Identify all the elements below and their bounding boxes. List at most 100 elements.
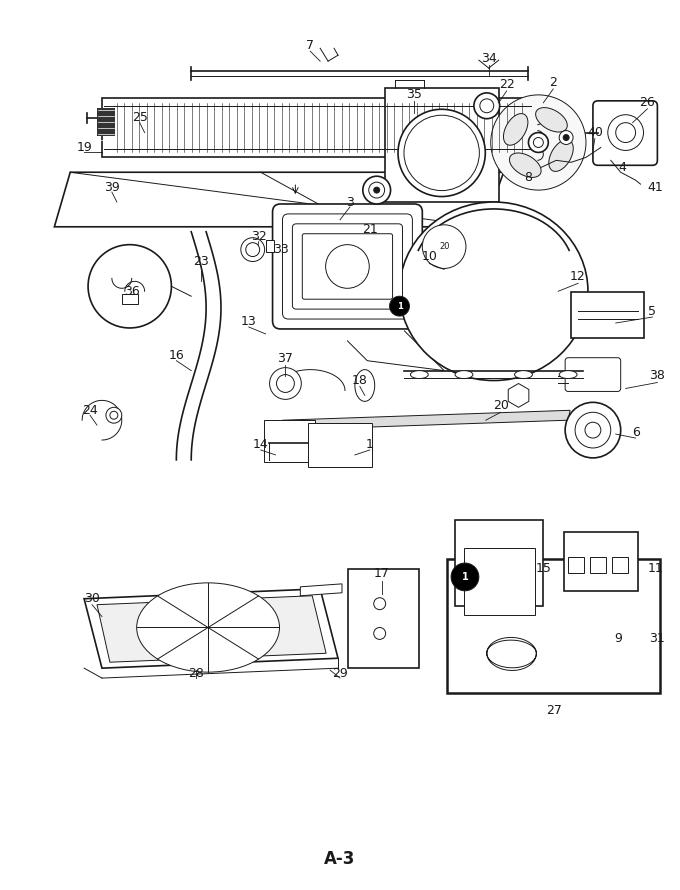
Text: 18: 18 (352, 374, 368, 387)
Ellipse shape (509, 153, 541, 177)
FancyBboxPatch shape (282, 214, 412, 319)
Circle shape (326, 245, 369, 288)
Text: 1: 1 (366, 439, 374, 451)
Circle shape (245, 243, 260, 256)
Bar (102, 98, 533, 158)
Bar (590, 557, 606, 573)
Text: 20: 20 (439, 242, 449, 251)
Text: 39: 39 (104, 181, 120, 194)
Circle shape (277, 375, 294, 392)
Text: 40: 40 (587, 126, 603, 139)
Text: 5: 5 (649, 304, 656, 318)
Text: 35: 35 (407, 88, 422, 101)
Bar (568, 557, 584, 573)
Circle shape (559, 131, 573, 144)
Text: 30: 30 (84, 592, 100, 605)
Text: 38: 38 (649, 369, 665, 382)
Circle shape (422, 225, 466, 269)
Text: 28: 28 (188, 667, 204, 680)
FancyBboxPatch shape (565, 358, 621, 392)
Ellipse shape (515, 370, 532, 378)
Ellipse shape (503, 114, 528, 145)
Circle shape (374, 187, 379, 193)
Polygon shape (348, 569, 420, 668)
Circle shape (585, 422, 601, 438)
Text: 10: 10 (422, 250, 437, 263)
Text: 37: 37 (277, 352, 293, 365)
Ellipse shape (400, 202, 588, 381)
Circle shape (533, 138, 543, 148)
Text: 25: 25 (132, 111, 148, 125)
Text: 3: 3 (346, 196, 354, 208)
FancyBboxPatch shape (564, 532, 638, 591)
Circle shape (369, 182, 385, 198)
Text: 11: 11 (647, 562, 663, 576)
Polygon shape (301, 584, 342, 595)
FancyBboxPatch shape (264, 420, 316, 462)
FancyBboxPatch shape (385, 88, 498, 202)
Polygon shape (97, 595, 326, 662)
FancyBboxPatch shape (308, 423, 372, 467)
Ellipse shape (137, 583, 279, 672)
Text: 6: 6 (632, 425, 639, 439)
Circle shape (390, 296, 409, 316)
Circle shape (110, 411, 118, 419)
FancyBboxPatch shape (593, 101, 658, 166)
Text: 1: 1 (462, 572, 469, 582)
Circle shape (474, 93, 500, 118)
Ellipse shape (411, 370, 428, 378)
Ellipse shape (355, 369, 375, 401)
Text: 17: 17 (374, 568, 390, 580)
Circle shape (451, 563, 479, 591)
Text: 34: 34 (481, 52, 496, 65)
Circle shape (398, 109, 486, 197)
Polygon shape (84, 589, 338, 668)
Text: 2: 2 (549, 77, 557, 90)
Text: 1: 1 (396, 302, 403, 311)
Text: 9: 9 (614, 632, 622, 645)
Circle shape (565, 402, 621, 457)
Text: 21: 21 (362, 223, 377, 236)
Text: 29: 29 (332, 667, 348, 680)
Text: 12: 12 (570, 270, 586, 283)
Text: 13: 13 (241, 314, 256, 328)
Text: 20: 20 (493, 399, 509, 412)
Text: 15: 15 (535, 562, 551, 576)
FancyBboxPatch shape (273, 204, 422, 329)
Polygon shape (54, 173, 504, 227)
Text: 32: 32 (251, 231, 267, 243)
Circle shape (88, 245, 171, 328)
Circle shape (491, 95, 586, 190)
Bar (266, 239, 273, 252)
Circle shape (241, 238, 265, 262)
Circle shape (575, 412, 611, 448)
Ellipse shape (536, 108, 567, 132)
Circle shape (374, 627, 386, 639)
FancyBboxPatch shape (571, 292, 645, 338)
Ellipse shape (455, 370, 473, 378)
Text: 24: 24 (82, 404, 98, 417)
Bar (612, 557, 628, 573)
Circle shape (480, 99, 494, 113)
Text: 22: 22 (498, 78, 515, 92)
Bar (122, 295, 137, 304)
Text: 19: 19 (76, 141, 92, 154)
Text: 41: 41 (647, 181, 663, 194)
Text: 31: 31 (649, 632, 665, 645)
Circle shape (615, 123, 636, 142)
Circle shape (528, 133, 548, 152)
Circle shape (374, 598, 386, 610)
Circle shape (608, 115, 643, 150)
Text: 14: 14 (253, 439, 269, 451)
Bar (447, 559, 660, 693)
Circle shape (404, 115, 479, 190)
Text: 27: 27 (546, 704, 562, 717)
Circle shape (563, 134, 569, 141)
Circle shape (363, 176, 390, 204)
FancyBboxPatch shape (455, 521, 543, 606)
Bar (97, 108, 115, 135)
Circle shape (269, 368, 301, 400)
Text: 23: 23 (193, 255, 209, 268)
FancyBboxPatch shape (292, 223, 403, 309)
Text: 8: 8 (524, 171, 532, 183)
